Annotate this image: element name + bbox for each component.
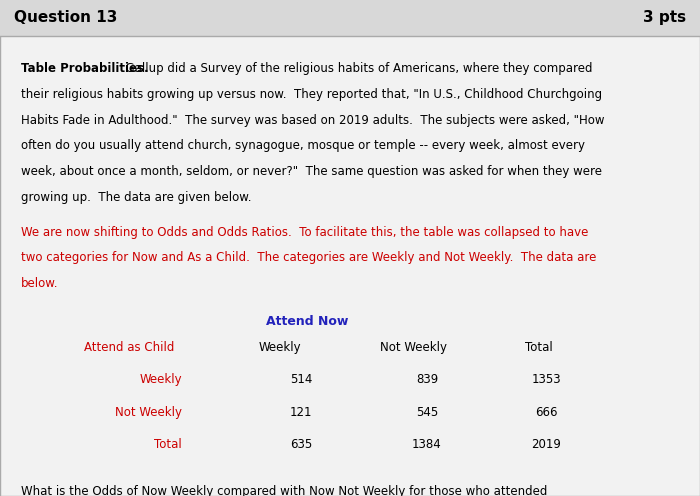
Text: Question 13: Question 13 <box>14 10 118 25</box>
Text: 3 pts: 3 pts <box>643 10 686 25</box>
Text: below.: below. <box>21 277 59 290</box>
Text: Total: Total <box>154 438 182 451</box>
Text: 545: 545 <box>416 406 438 419</box>
Text: We are now shifting to Odds and Odds Ratios.  To facilitate this, the table was : We are now shifting to Odds and Odds Rat… <box>21 226 589 239</box>
Text: 2019: 2019 <box>531 438 561 451</box>
Text: What is the Odds of Now Weekly compared with Now Not Weekly for those who attend: What is the Odds of Now Weekly compared … <box>21 485 547 496</box>
Text: 666: 666 <box>535 406 557 419</box>
Text: 121: 121 <box>290 406 312 419</box>
Text: Weekly: Weekly <box>139 373 182 386</box>
Text: Weekly: Weekly <box>259 341 301 354</box>
Text: Table Probabilities.: Table Probabilities. <box>21 62 148 75</box>
Text: Total: Total <box>525 341 553 354</box>
Text: 1384: 1384 <box>412 438 442 451</box>
Text: growing up.  The data are given below.: growing up. The data are given below. <box>21 191 251 204</box>
Text: 839: 839 <box>416 373 438 386</box>
Text: Habits Fade in Adulthood."  The survey was based on 2019 adults.  The subjects w: Habits Fade in Adulthood." The survey wa… <box>21 114 605 126</box>
Text: Attend Now: Attend Now <box>266 315 349 328</box>
Text: 514: 514 <box>290 373 312 386</box>
Text: week, about once a month, seldom, or never?"  The same question was asked for wh: week, about once a month, seldom, or nev… <box>21 165 602 178</box>
Text: often do you usually attend church, synagogue, mosque or temple -- every week, a: often do you usually attend church, syna… <box>21 139 585 152</box>
FancyBboxPatch shape <box>0 0 700 36</box>
Text: 635: 635 <box>290 438 312 451</box>
Text: two categories for Now and As a Child.  The categories are Weekly and Not Weekly: two categories for Now and As a Child. T… <box>21 251 596 264</box>
Text: their religious habits growing up versus now.  They reported that, "In U.S., Chi: their religious habits growing up versus… <box>21 88 602 101</box>
Text: Not Weekly: Not Weekly <box>115 406 182 419</box>
Text: 1353: 1353 <box>531 373 561 386</box>
Text: Attend as Child: Attend as Child <box>84 341 174 354</box>
Text: Not Weekly: Not Weekly <box>379 341 447 354</box>
Text: Gallup did a Survey of the religious habits of Americans, where they compared: Gallup did a Survey of the religious hab… <box>118 62 592 75</box>
